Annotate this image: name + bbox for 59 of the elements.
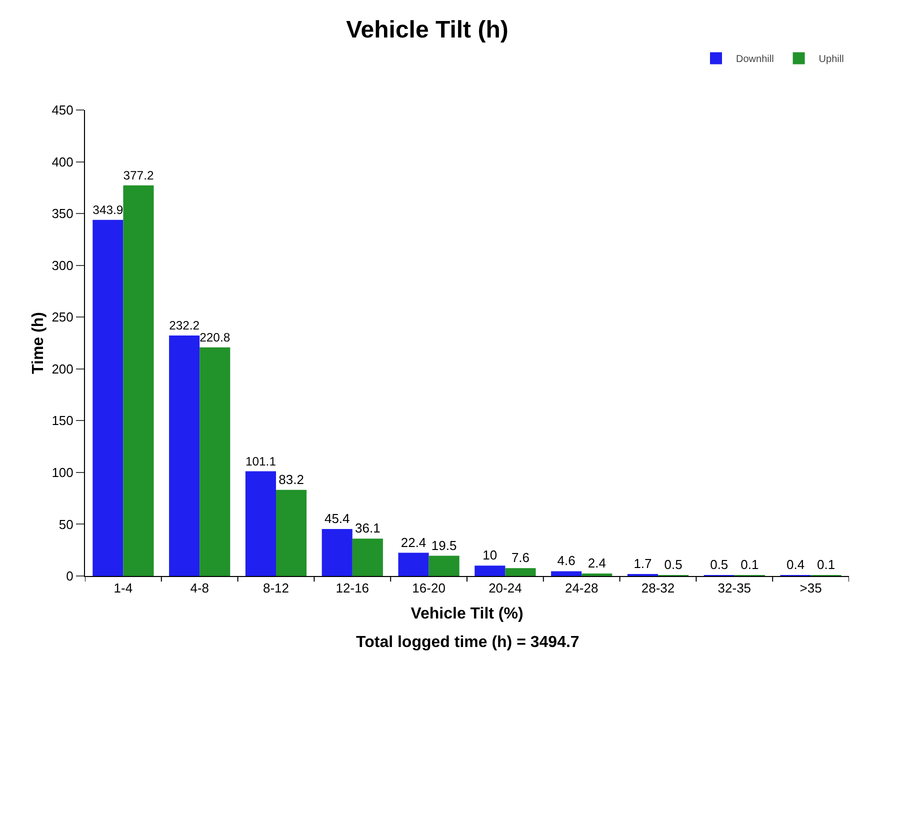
data-label: 4.6 xyxy=(557,553,576,568)
y-tick-label: 400 xyxy=(52,154,74,170)
bar xyxy=(276,490,307,576)
bar xyxy=(245,471,276,576)
bar xyxy=(551,571,582,576)
y-tick-label: 300 xyxy=(52,258,74,273)
data-label: 10 xyxy=(482,548,498,563)
bar xyxy=(322,528,352,576)
bar xyxy=(352,538,383,576)
data-label: 0.1 xyxy=(817,557,836,572)
data-label: 0.5 xyxy=(664,557,682,572)
bar xyxy=(428,556,460,576)
x-tick-label: >35 xyxy=(800,580,822,596)
x-tick-label: 24-28 xyxy=(564,580,598,596)
data-label: 343.9 xyxy=(92,203,124,218)
y-tick-label: 350 xyxy=(52,206,74,222)
bar xyxy=(123,185,154,576)
x-tick-label: 32-35 xyxy=(718,580,752,596)
bar xyxy=(474,566,506,576)
data-label: 83.2 xyxy=(278,472,304,487)
y-axis-title: Time (h) xyxy=(30,312,47,374)
data-label: 0.1 xyxy=(740,557,759,572)
data-label: 2.4 xyxy=(588,556,606,571)
data-label: 101.1 xyxy=(245,454,276,468)
x-tick-label: 16-20 xyxy=(412,580,446,596)
x-tick-label: 20-24 xyxy=(488,580,522,596)
chart-title: Vehicle Tilt (h) xyxy=(346,16,508,44)
data-label: 22.4 xyxy=(400,534,426,550)
y-tick-label: 250 xyxy=(52,310,74,325)
data-label: 19.5 xyxy=(431,538,457,553)
data-label: 0.4 xyxy=(786,557,805,572)
x-tick-label: 28-32 xyxy=(641,580,675,596)
bar xyxy=(398,552,429,576)
legend-label: Uphill xyxy=(818,54,844,66)
y-tick-label: 0 xyxy=(66,568,74,584)
legend-label: Downhill xyxy=(736,54,774,66)
bar xyxy=(505,568,536,576)
x-tick-label: 8-12 xyxy=(262,580,290,596)
y-tick-label: 450 xyxy=(52,102,74,118)
data-label: 220.8 xyxy=(200,330,230,345)
data-label: 36.1 xyxy=(355,520,380,536)
data-label: 232.2 xyxy=(169,318,200,333)
data-label: 45.4 xyxy=(324,510,350,526)
text: Total logged time (h) = 3494.7 xyxy=(356,634,580,651)
bar xyxy=(169,336,200,576)
x-tick-label: 1-4 xyxy=(114,580,133,596)
bar xyxy=(92,220,124,576)
x-axis-title: Vehicle Tilt (%) xyxy=(410,605,524,622)
x-tick-label: 12-16 xyxy=(336,580,370,596)
data-label: 1.7 xyxy=(634,556,652,571)
y-tick-label: 50 xyxy=(58,516,74,532)
bar xyxy=(200,347,230,576)
y-tick-label: 150 xyxy=(52,413,74,428)
y-tick-label: 100 xyxy=(52,464,74,480)
data-label: 7.6 xyxy=(511,550,530,566)
x-tick-label: 4-8 xyxy=(190,580,209,596)
data-label: 0.5 xyxy=(710,557,728,572)
data-label: 377.2 xyxy=(123,168,154,183)
y-tick-label: 200 xyxy=(52,361,74,376)
